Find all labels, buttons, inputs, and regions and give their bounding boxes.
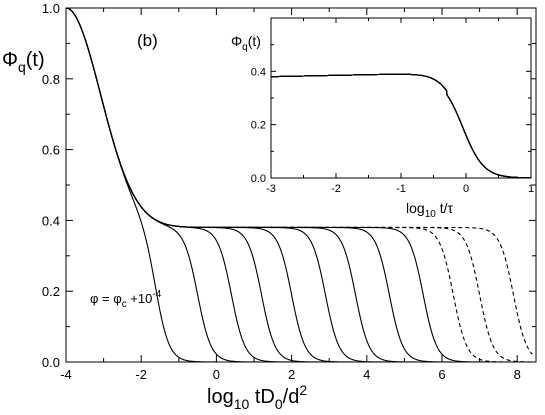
inset-curves <box>270 73 532 179</box>
annotation-rhs: +10 <box>127 291 153 306</box>
main-xlabel-body: tD <box>249 386 275 408</box>
main-curves <box>65 7 533 363</box>
main-xtick-label: 0 <box>213 367 220 382</box>
main-xtick-label: -4 <box>60 367 72 382</box>
inset-ytick-label: 0.2 <box>251 120 266 132</box>
inset-ytick-label: 0.0 <box>251 173 266 185</box>
inset-ytick-label: 0.4 <box>251 66 266 78</box>
main-ytick-label: 0.2 <box>42 284 60 299</box>
main-ylabel-base: Φ <box>2 49 18 71</box>
main-ylabel-tail: (t) <box>26 49 45 71</box>
inset-axis-ticks: -3 -2 -1 0 1 0.0 0.2 0.4 <box>251 18 534 195</box>
main-ytick-label: 0.0 <box>42 355 60 370</box>
main-xlabel-prefix: log <box>207 386 234 408</box>
inset-xlabel-body: t/τ <box>436 200 454 216</box>
main-ytick-label: 1.0 <box>42 1 60 16</box>
main-ytick-label: 0.6 <box>42 143 60 158</box>
inset-ylabel-tail: (t) <box>248 33 261 49</box>
main-ylabel-sub: q <box>18 59 26 75</box>
main-ytick-label: 0.4 <box>42 213 60 228</box>
inset-xlabel-prefix-sub: 10 <box>425 209 437 220</box>
inset-ylabel-sub: q <box>242 42 248 53</box>
main-xtick-label: -2 <box>135 367 147 382</box>
main-ytick-label: 0.8 <box>42 72 60 87</box>
inset-xlabel: log10 t/τ <box>406 200 453 220</box>
inset-ylabel-base: Φ <box>231 33 242 49</box>
main-xlabel-tail-sup: 2 <box>299 382 307 398</box>
phi-annotation: φ = φc +10-4 <box>90 289 162 310</box>
main-xlabel-body-sub: 0 <box>275 396 283 412</box>
main-axis-ticks: -4 -2 0 2 4 6 8 0.0 0.2 0.4 0.6 0.8 1.0 <box>42 1 536 382</box>
inset-background <box>271 18 531 178</box>
inset-ylabel: Φq(t) <box>231 33 261 53</box>
main-series-line <box>65 7 533 355</box>
main-xtick-label: 6 <box>438 367 445 382</box>
main-xlabel: log10 tD0/d2 <box>207 382 307 412</box>
main-xtick-label: 2 <box>288 367 295 382</box>
annotation-lhs: φ = φ <box>90 291 122 306</box>
annotation-rhs-sup: -4 <box>152 289 161 300</box>
annotation-lhs-sub: c <box>122 299 127 310</box>
inset-series-line <box>270 73 532 179</box>
main-xlabel-prefix-sub: 10 <box>234 396 250 412</box>
inset-xtick-label: -3 <box>266 183 276 195</box>
main-xlabel-tail: /d <box>283 386 300 408</box>
inset-xtick-label: -1 <box>396 183 406 195</box>
panel-label: (b) <box>137 31 158 50</box>
inset-xtick-label: 1 <box>528 183 534 195</box>
main-xtick-label: 4 <box>363 367 370 382</box>
inset-xtick-label: 0 <box>463 183 469 195</box>
main-ylabel: Φq(t) <box>2 49 45 75</box>
inset-xtick-label: -2 <box>331 183 341 195</box>
inset-xlabel-prefix: log <box>406 200 425 216</box>
main-xtick-label: 8 <box>514 367 521 382</box>
